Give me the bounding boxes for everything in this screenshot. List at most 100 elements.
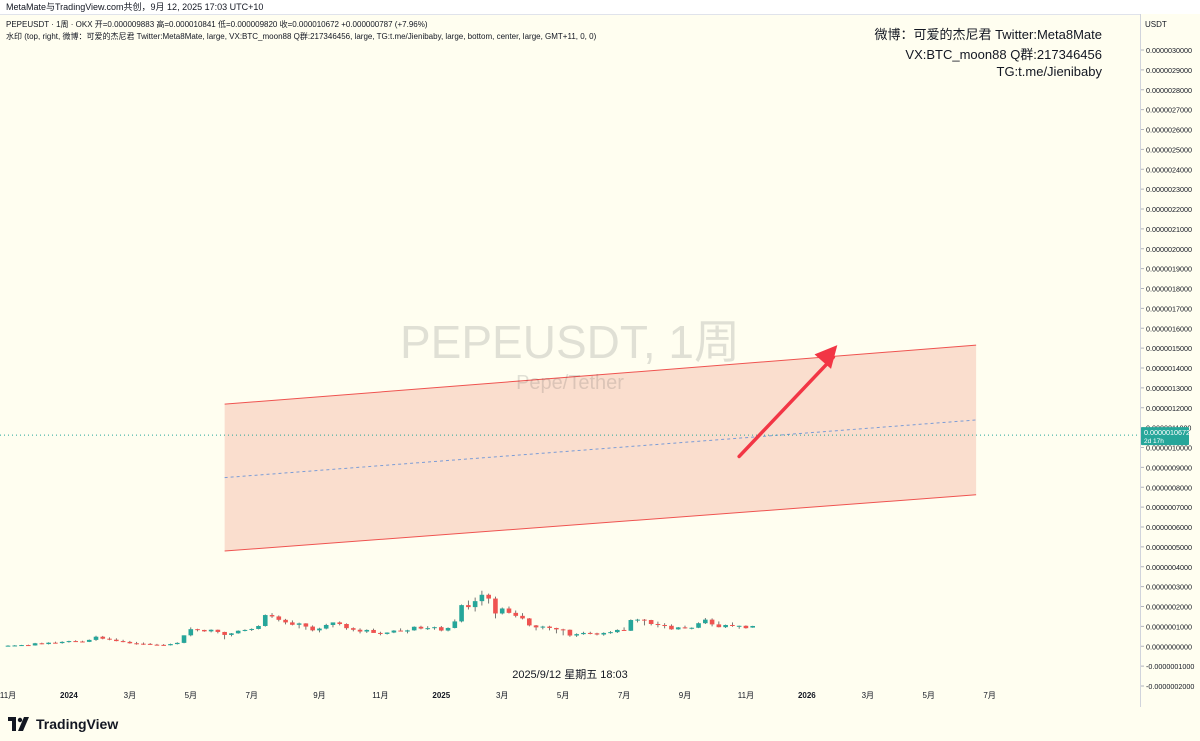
candle-body (19, 645, 24, 647)
candle (716, 621, 722, 628)
candle-body (581, 632, 586, 635)
price-tick-label: 0.0000025000 (1146, 145, 1192, 154)
candle-body (466, 605, 471, 608)
x-axis-tick: 9月 (679, 691, 691, 700)
current-price-countdown: 2d 17h (1144, 438, 1164, 445)
candle-body (703, 619, 708, 624)
price-tick-label: 0.0000009000 (1146, 463, 1192, 472)
brand-name: TradingView (36, 716, 119, 732)
candle-body (513, 612, 519, 616)
currency-label[interactable]: USDT (1145, 20, 1167, 29)
candle (249, 628, 255, 631)
candle-body (256, 625, 261, 629)
candle-body (452, 621, 458, 628)
candle (418, 625, 424, 630)
channel-fill (224, 345, 977, 552)
candle (269, 613, 275, 618)
x-axis-tick: 5月 (922, 691, 934, 700)
candlestick-chart[interactable]: PEPEUSDT, 1周 Pepe/Tether 11月 2024 3月 5月 7月 9月 11… (0, 15, 1140, 708)
candle (107, 637, 112, 641)
price-scale-axis: 0.0000030000 0.0000029000 0.0000028000 0.00… (1141, 46, 1194, 691)
candle (93, 635, 99, 641)
candle (560, 628, 566, 636)
candle (554, 627, 559, 634)
candle (12, 645, 18, 647)
candle-body (384, 632, 390, 634)
candle (689, 627, 695, 630)
candle (357, 628, 363, 634)
candle-body (560, 629, 566, 631)
candle (5, 645, 11, 647)
candle (703, 618, 708, 624)
candle (709, 618, 715, 627)
price-tick-label: 0.0000026000 (1146, 126, 1192, 135)
candle-body (174, 642, 180, 645)
candle-body (723, 624, 728, 628)
candle-body (750, 625, 755, 628)
candle (499, 607, 505, 615)
price-tick-label: 0.0000019000 (1146, 265, 1192, 274)
tradingview-brand[interactable]: TradingView (8, 714, 118, 734)
candle-body (526, 618, 532, 626)
candle-body (208, 629, 214, 632)
candle (608, 631, 613, 634)
candle-body (337, 622, 343, 624)
candle-body (405, 630, 410, 632)
price-tick-label: 0.0000017000 (1146, 304, 1192, 313)
candle (317, 627, 322, 633)
watermark-indicator-legend[interactable]: 水印 (top, right, 微博：可爱的杰尼君 Twitter:Meta8M… (6, 31, 596, 42)
candle (574, 633, 579, 637)
candle-body (100, 636, 106, 639)
candle (391, 630, 397, 634)
candle-body (418, 626, 424, 629)
candle (120, 639, 126, 643)
candle (533, 624, 539, 631)
candle (32, 642, 38, 646)
candle (459, 604, 464, 623)
candle-body (5, 645, 11, 647)
candle (730, 622, 735, 627)
candle (750, 625, 755, 628)
price-tick-label: 0.0000003000 (1146, 583, 1192, 592)
candle-body (53, 642, 58, 644)
candle (648, 619, 654, 626)
candle (256, 625, 261, 630)
candle-body (39, 643, 45, 645)
price-tick-label: 0.0000014000 (1146, 364, 1192, 373)
candle-body (736, 625, 742, 627)
candle (723, 624, 728, 628)
candle (675, 626, 681, 630)
candle (262, 614, 268, 627)
candle-body (114, 639, 119, 642)
candle (310, 625, 315, 632)
candle (655, 621, 661, 628)
x-axis-tick: 7月 (245, 691, 257, 700)
candle-body (26, 645, 31, 647)
price-tick-label: 0.0000029000 (1146, 66, 1192, 75)
candle-body (80, 641, 85, 643)
price-tick-label: 0.0000000000 (1146, 642, 1192, 651)
candle (411, 626, 417, 631)
candle (398, 628, 403, 632)
candle-body (479, 594, 485, 602)
x-axis-tick: 2025 (432, 691, 450, 700)
candle (168, 643, 173, 646)
candle (432, 626, 437, 630)
candle-body (147, 643, 153, 645)
candle (229, 632, 234, 637)
price-scale[interactable]: 0.0000030000 0.0000029000 0.0000028000 0.00… (1140, 14, 1200, 707)
price-tick-label: 0.0000015000 (1146, 344, 1192, 353)
channel-upper-line (224, 344, 977, 405)
candle-body (269, 615, 275, 617)
attribution-text: MetaMate与TradingView.com共创，9月 12, 2025 1… (6, 2, 264, 12)
candle-body (472, 601, 478, 608)
candle-body (154, 644, 160, 646)
candle-body (730, 624, 735, 626)
price-tick-label: 0.0000001000 (1146, 622, 1192, 631)
chart-pane[interactable]: PEPEUSDT, 1周 Pepe/Tether 11月 2024 3月 5月 7月 9月 11… (0, 14, 1140, 707)
symbol-legend[interactable]: PEPEUSDT · 1周 · OKX 开=0.000009883 高=0.00… (6, 19, 428, 30)
candle-body (533, 625, 539, 628)
candle (337, 621, 343, 626)
price-tick-label: 0.0000023000 (1146, 185, 1192, 194)
x-axis-tick: 11月 (0, 691, 16, 700)
